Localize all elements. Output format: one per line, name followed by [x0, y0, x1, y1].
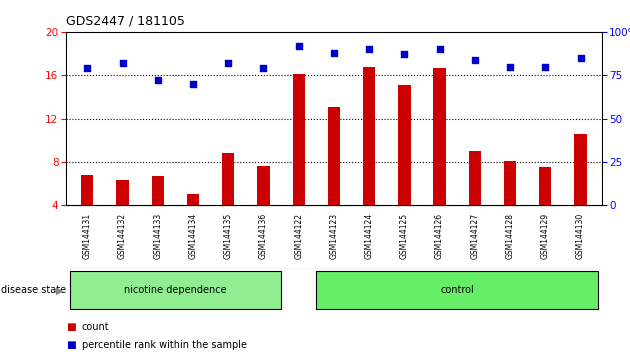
Bar [398, 85, 411, 205]
Text: GSM144127: GSM144127 [471, 213, 479, 259]
Bar [292, 74, 305, 205]
Bar [152, 176, 164, 205]
Point [364, 46, 374, 52]
Point [575, 55, 585, 61]
Text: percentile rank within the sample: percentile rank within the sample [82, 340, 247, 350]
Text: GSM144135: GSM144135 [224, 213, 232, 259]
Bar [575, 134, 587, 205]
Text: GSM144123: GSM144123 [329, 213, 338, 259]
Text: GSM144129: GSM144129 [541, 213, 550, 259]
Point [505, 64, 515, 69]
Bar [363, 67, 375, 205]
Bar [257, 166, 270, 205]
Point [470, 57, 480, 62]
Text: GSM144128: GSM144128 [505, 213, 515, 259]
Bar [222, 153, 234, 205]
Bar [469, 151, 481, 205]
Point [435, 46, 445, 52]
Point [541, 64, 551, 69]
Point [152, 78, 163, 83]
Point [294, 43, 304, 48]
Text: ■: ■ [66, 322, 76, 332]
Bar [70, 271, 281, 309]
Bar [316, 271, 598, 309]
Point [117, 60, 127, 66]
Text: GSM144133: GSM144133 [153, 213, 163, 259]
Point [223, 60, 233, 66]
Text: ▶: ▶ [55, 285, 63, 295]
Point [188, 81, 198, 87]
Text: GSM144126: GSM144126 [435, 213, 444, 259]
Text: control: control [440, 285, 474, 295]
Bar [433, 68, 446, 205]
Text: GSM144124: GSM144124 [365, 213, 374, 259]
Bar [504, 161, 516, 205]
Text: count: count [82, 322, 110, 332]
Text: GSM144122: GSM144122 [294, 213, 303, 259]
Text: GSM144132: GSM144132 [118, 213, 127, 259]
Text: GDS2447 / 181105: GDS2447 / 181105 [66, 14, 185, 27]
Text: GSM144125: GSM144125 [400, 213, 409, 259]
Text: disease state: disease state [1, 285, 66, 295]
Text: GSM144136: GSM144136 [259, 213, 268, 259]
Point [83, 65, 93, 71]
Bar [81, 175, 93, 205]
Text: GSM144131: GSM144131 [83, 213, 92, 259]
Text: nicotine dependence: nicotine dependence [124, 285, 227, 295]
Bar [117, 181, 129, 205]
Point [258, 65, 268, 71]
Bar [539, 167, 551, 205]
Text: ■: ■ [66, 340, 76, 350]
Point [399, 52, 410, 57]
Point [329, 50, 339, 56]
Text: GSM144134: GSM144134 [188, 213, 197, 259]
Text: GSM144130: GSM144130 [576, 213, 585, 259]
Bar [187, 194, 199, 205]
Bar [328, 107, 340, 205]
